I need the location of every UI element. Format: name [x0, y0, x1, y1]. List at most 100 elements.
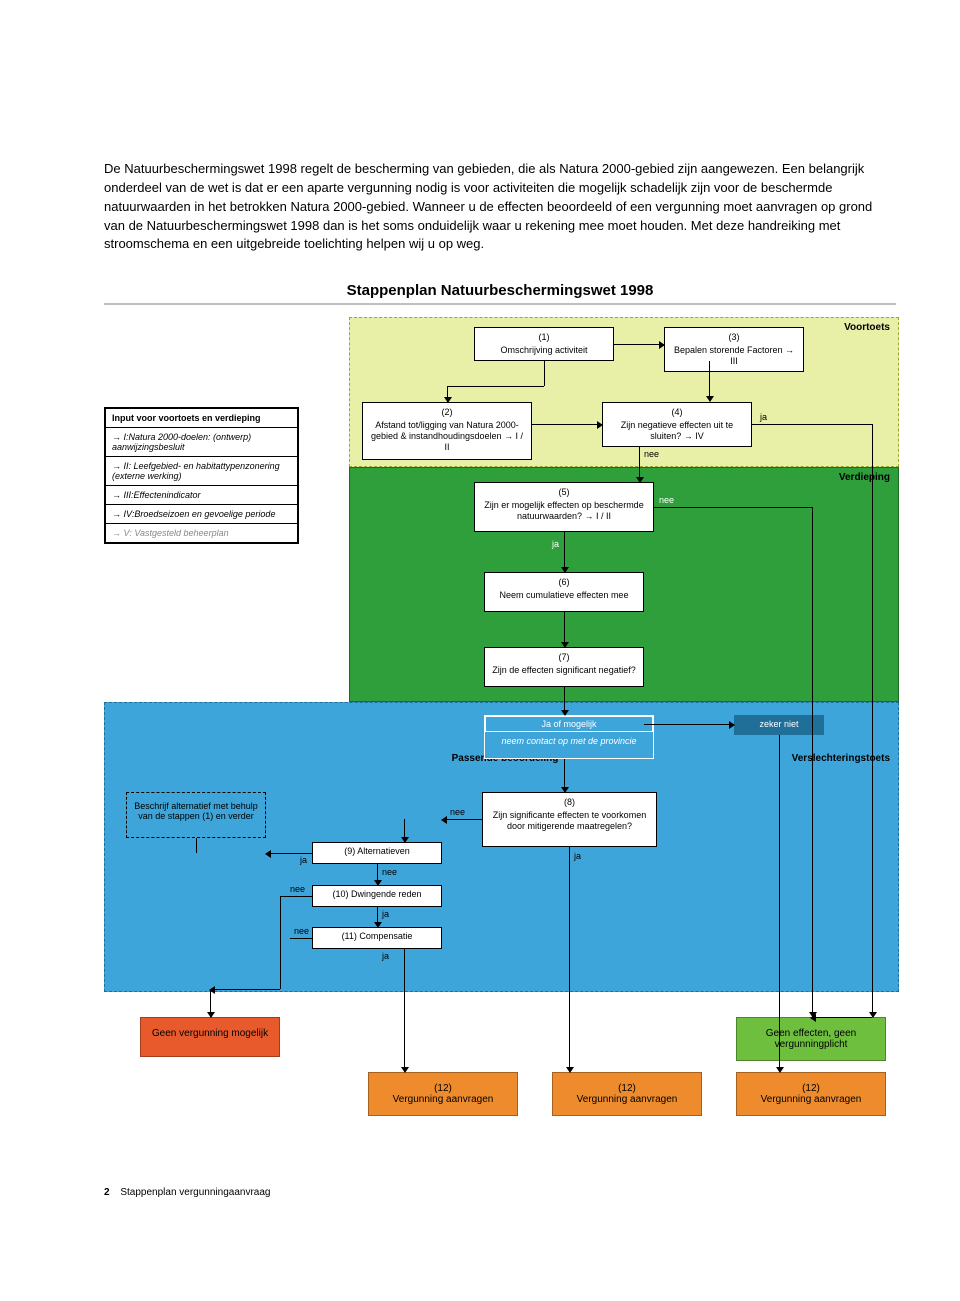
edge-10-nee-d [210, 989, 211, 1017]
input-row: → III:Effectenindicator [106, 486, 297, 505]
zone-voortoets-label: Voortoets [844, 322, 890, 333]
edge-7-7a [564, 687, 565, 715]
edge-3-4 [709, 361, 710, 401]
node-1-num: (1) [481, 332, 607, 343]
page-number: 2 [104, 1187, 110, 1198]
edge-10-nee-b [280, 896, 281, 989]
node-11: (11) Compensatie [312, 927, 442, 949]
input-row: → I:Natura 2000-doelen: (ontwerp) aanwij… [106, 428, 297, 457]
outcome-12c-text: Vergunning aanvragen [745, 1094, 877, 1105]
zone-blue-label-right: Verslechteringstoets [792, 753, 890, 764]
node-10: (10) Dwingende reden [312, 885, 442, 907]
node-2-num: (2) [369, 407, 525, 418]
outcome-12c: (12) Vergunning aanvragen [736, 1072, 886, 1116]
node-8-num: (8) [489, 797, 650, 808]
edge-4-ja-a [752, 424, 872, 425]
node-7-text: Zijn de effecten significant negatief? [492, 665, 635, 675]
node-2: (2) Afstand tot/ligging van Natura 2000-… [362, 402, 532, 460]
node-5: (5) Zijn er mogelijk effecten op bescher… [474, 482, 654, 532]
edge-8-9 [442, 819, 482, 820]
node-5-text: Zijn er mogelijk effecten op beschermde … [484, 500, 643, 521]
edge-1-3 [614, 344, 664, 345]
node-8: (8) Zijn significante effecten te voorko… [482, 792, 657, 847]
edge-9-10 [377, 864, 378, 885]
label-8-nee: nee [450, 807, 465, 817]
input-header: Input voor voortoets en verdieping [106, 409, 297, 428]
outcome-12a-text: Vergunning aanvragen [377, 1094, 509, 1105]
input-row: → II: Leefgebied- en habitattypenzonerin… [106, 457, 297, 486]
label-4-ja: ja [760, 412, 767, 422]
outcome-12a-num: (12) [377, 1083, 509, 1094]
node-6-num: (6) [491, 577, 637, 588]
edge-5-nee-b [812, 507, 813, 1017]
node-1-text: Omschrijving activiteit [500, 345, 587, 355]
input-box: Input voor voortoets en verdieping → I:N… [104, 407, 299, 544]
diagram-title: Stappenplan Natuurbeschermingswet 1998 [104, 282, 896, 299]
edge-11-nee-a [290, 938, 312, 939]
label-9-ja: ja [300, 855, 307, 865]
edge-10-11 [377, 907, 378, 927]
edge-9-beschrijf [266, 853, 312, 854]
input-row: → IV:Broedseizoen en gevoelige periode [106, 505, 297, 524]
edge-1-2a [544, 361, 545, 386]
node-4: (4) Zijn negatieve effecten uit te sluit… [602, 402, 752, 446]
outcome-geen-vergunning: Geen vergunning mogelijk [140, 1017, 280, 1057]
edge-zeker-12c [779, 735, 780, 1072]
node-4-text: Zijn negatieve effecten uit te sluiten? … [621, 420, 733, 441]
title-rule [104, 303, 896, 305]
label-10-nee: nee [290, 884, 305, 894]
label-5-ja: ja [552, 539, 559, 549]
zone-verdieping-label: Verdieping [839, 472, 890, 483]
node-7a: Ja of mogelijk neem contact op met de pr… [484, 715, 654, 759]
edge-1-2b [447, 386, 544, 387]
edge-2-4 [532, 424, 602, 425]
node-1: (1) Omschrijving activiteit [474, 327, 614, 361]
node-3-text: Bepalen storende Factoren → III [674, 345, 794, 366]
node-5-num: (5) [481, 487, 647, 498]
label-10-ja: ja [382, 909, 389, 919]
edge-10-nee-c [210, 989, 280, 990]
flow-diagram: Voortoets Verdieping Passende beoordelin… [104, 317, 896, 1147]
edge-7a-8 [564, 759, 565, 792]
label-8-ja: ja [574, 851, 581, 861]
node-3-num: (3) [671, 332, 797, 343]
edge-5-6 [564, 532, 565, 572]
node-zeker-niet: zeker niet [734, 715, 824, 735]
edge-8-12b [569, 847, 570, 1072]
node-6: (6) Neem cumulatieve effecten mee [484, 572, 644, 612]
edge-1-2c [447, 386, 448, 402]
node-8-text: Zijn significante effecten te voorkomen … [493, 810, 646, 831]
node-2-text: Afstand tot/ligging van Natura 2000-gebi… [371, 420, 523, 452]
page-footer: 2 Stappenplan vergunningaanvraag [104, 1187, 896, 1198]
footer-title: Stappenplan vergunningaanvraag [120, 1187, 270, 1198]
intro-paragraph: De Natuurbeschermingswet 1998 regelt de … [104, 160, 896, 254]
outcome-geen-plicht: Geen effecten, geen vergunningplicht [736, 1017, 886, 1061]
outcome-12c-num: (12) [745, 1083, 877, 1094]
label-11-nee: nee [294, 926, 309, 936]
label-11-ja: ja [382, 951, 389, 961]
edge-7-zeker [644, 724, 734, 725]
input-row: → V: Vastgesteld beheerplan [106, 524, 297, 542]
outcome-12b-text: Vergunning aanvragen [561, 1094, 693, 1105]
edge-4-5 [639, 446, 640, 482]
node-7: (7) Zijn de effecten significant negatie… [484, 647, 644, 687]
label-9-nee: nee [382, 867, 397, 877]
edge-4-ja-b [872, 424, 873, 1017]
node-6-text: Neem cumulatieve effecten mee [500, 590, 629, 600]
outcome-12b-num: (12) [561, 1083, 693, 1094]
edge-8-9b [404, 819, 405, 842]
node-9: (9) Alternatieven [312, 842, 442, 864]
node-7a-top: Ja of mogelijk [485, 716, 653, 732]
edge-9-beschrijf-b [196, 838, 197, 853]
edge-10-nee-a [280, 896, 312, 897]
label-4-nee: nee [644, 449, 659, 459]
edge-6-7 [564, 612, 565, 647]
node-4-num: (4) [609, 407, 745, 418]
node-7-num: (7) [491, 652, 637, 663]
edge-4-ja-c [811, 1017, 872, 1018]
outcome-12a: (12) Vergunning aanvragen [368, 1072, 518, 1116]
outcome-12b: (12) Vergunning aanvragen [552, 1072, 702, 1116]
label-5-nee: nee [659, 495, 674, 505]
node-beschrijf-alternatief: Beschrijf alternatief met behulp van de … [126, 792, 266, 838]
edge-11-12a [404, 949, 405, 1072]
